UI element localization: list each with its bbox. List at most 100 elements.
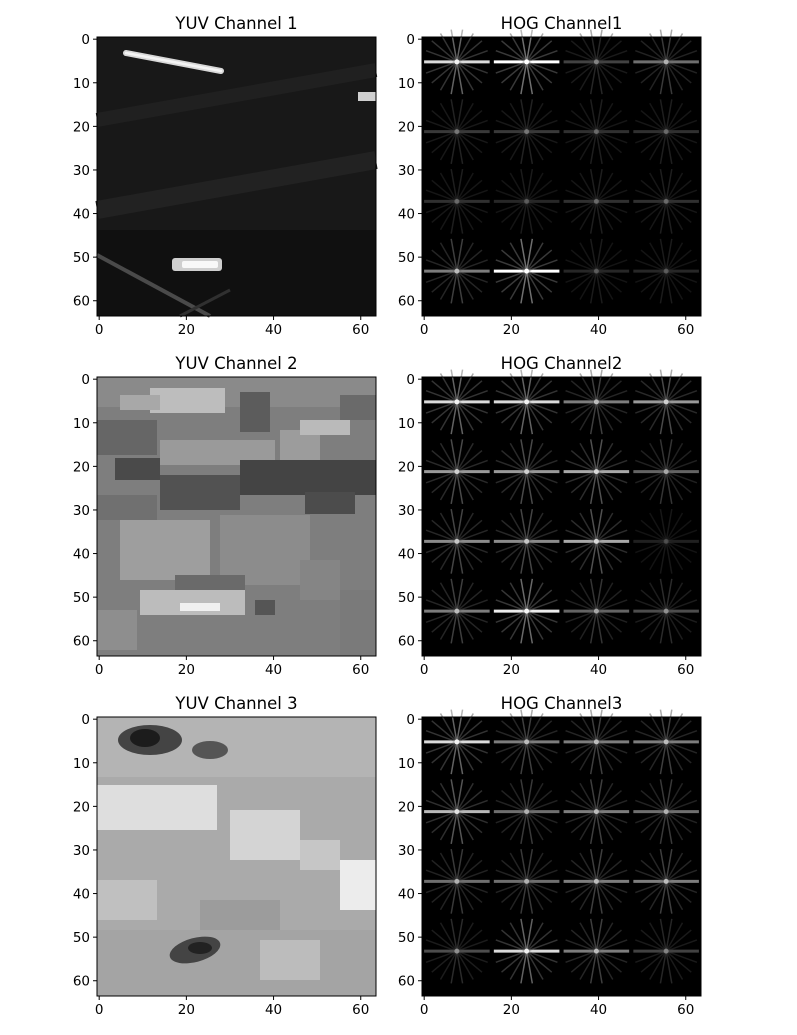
hog-orientation-line [659,918,673,984]
x-tick-label: 40 [590,322,607,338]
hog-orientation-line [450,168,464,234]
hog-center [593,399,599,405]
hog-orientation-line [640,589,692,633]
hog-orientation-line [439,922,474,980]
hog-center [663,948,669,954]
hog-orientation-line [425,189,488,214]
hog-orientation-line [589,29,603,95]
hog-orientation-line [659,168,673,234]
x-tick-label: 60 [352,662,369,678]
hog-center [663,469,669,475]
panel-hog-channel-1: HOG Channel1 0 20 40 60 0 10 20 30 40 50 60 [398,14,702,338]
hog-orientation-line [509,172,544,231]
y-tick-label: 50 [73,930,90,946]
hog-cell [563,709,630,775]
hog-cell [563,369,630,435]
hog-cell [633,508,699,574]
hog-cell [493,918,560,984]
x-tick-label: 20 [503,662,520,678]
y-tick-label: 10 [398,76,415,92]
hog-orientation-line [640,929,692,973]
y-tick-label: 10 [73,756,90,772]
panel-hog-channel-3: HOG Channel3 0 20 40 60 0 10 20 30 40 50 60 [398,694,702,1018]
hog-orientation-line [520,168,534,234]
hog-cell [633,848,699,914]
hog-center [593,59,599,65]
hog-orientation-line [520,99,534,165]
hog-center [663,878,669,884]
hog-cell [493,29,560,95]
hog-orientation-line [635,599,698,624]
y-tick-label: 40 [398,547,415,563]
hog-cell [633,168,699,234]
hog-center [454,198,460,204]
hog-orientation-line [425,939,488,964]
y-tick-label: 40 [73,547,90,563]
x-tick-label: 60 [677,662,694,678]
hog-orientation-line [635,939,698,964]
hog-orientation-line [649,102,684,161]
hog-cell [493,508,560,574]
hog-center [663,809,669,815]
hog-cell [563,439,630,505]
hog-orientation-line [565,119,628,144]
hog-cell [633,99,699,165]
hog-cell [633,779,699,845]
hog-center [454,608,460,614]
hog-orientation-line [589,238,603,304]
axes-frame [96,376,377,657]
hog-orientation-line [635,599,698,624]
hog-orientation-line [649,242,684,300]
hog-center [524,129,530,135]
hog-center [663,198,669,204]
hog-cells [424,369,699,644]
hog-orientation-line [495,189,558,214]
hog-orientation-line [649,512,684,571]
hog-center [593,878,599,884]
hog-center [454,739,460,745]
hog-cell [633,29,699,95]
axis-ticks: 0 20 40 60 0 10 20 30 40 50 60 [398,372,695,678]
hog-orientation-line [495,189,558,214]
y-tick-label: 10 [73,76,90,92]
hog-orientation-line [425,189,488,214]
hog-orientation-line [649,242,684,300]
hog-orientation-line [579,242,614,300]
hog-orientation-line [659,99,673,165]
hog-orientation-line [520,99,534,165]
hog-orientation-line [450,918,464,984]
y-tick-label: 30 [73,503,90,519]
x-tick-label: 0 [95,1002,104,1018]
hog-orientation-line [495,119,558,144]
hog-orientation-line [640,109,692,154]
x-tick-label: 20 [178,322,195,338]
hog-orientation-line [570,109,622,154]
hog-orientation-line [659,508,673,574]
hog-center [524,268,530,274]
hog-center [593,739,599,745]
hog-orientation-line [649,922,684,980]
hog-cell [563,29,630,95]
hog-orientation-line [570,40,622,84]
hog-cell [424,238,490,304]
hog-orientation-line [431,109,483,154]
hog-center [593,538,599,544]
axes-frame [96,36,377,317]
hog-center [663,739,669,745]
hog-orientation-line [565,189,628,214]
y-tick-label: 20 [73,119,90,135]
y-tick-label: 30 [398,163,415,179]
hog-orientation-line [509,102,544,161]
hog-cells [424,29,699,304]
hog-orientation-line [450,918,464,984]
hog-cell [493,779,560,845]
y-tick-label: 60 [398,634,415,650]
hog-orientation-line [659,918,673,984]
hog-orientation-line [649,922,684,980]
hog-cell [493,439,560,505]
hog-center [454,268,460,274]
hog-orientation-line [640,109,692,154]
hog-center [454,948,460,954]
panel-title: HOG Channel1 [501,14,623,33]
